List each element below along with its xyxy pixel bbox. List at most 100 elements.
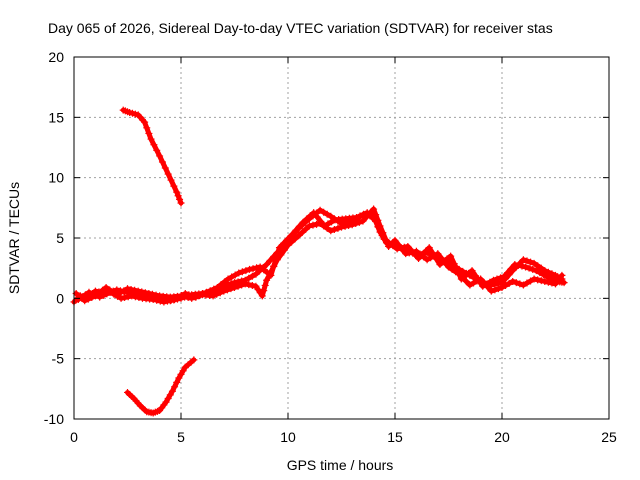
data-point-marker [310, 209, 318, 217]
series-upper-descending-track [119, 106, 185, 207]
data-point-marker [415, 255, 423, 263]
track-marker [547, 274, 555, 282]
track-marker [472, 272, 480, 280]
data-point-marker [147, 135, 155, 143]
data-point-marker [519, 256, 527, 264]
series-main-track-c [74, 209, 568, 306]
track-marker [121, 294, 129, 302]
track-marker [323, 210, 331, 218]
track-marker [242, 267, 250, 275]
track-marker [475, 277, 483, 285]
data-point-marker [145, 290, 153, 298]
track-marker [486, 278, 494, 286]
data-point-marker [164, 170, 172, 178]
track-marker [161, 164, 169, 172]
track-marker [534, 262, 542, 270]
track-marker [261, 281, 269, 289]
track-marker [174, 192, 182, 200]
data-point-marker [220, 287, 228, 295]
track-marker [280, 239, 288, 247]
track-marker [217, 281, 225, 289]
track-marker [497, 274, 505, 282]
track-marker [356, 212, 364, 220]
data-point-marker [288, 230, 296, 238]
track-marker [482, 280, 490, 288]
data-point-marker [372, 217, 380, 225]
data-point-marker [252, 270, 260, 278]
track-marker [143, 124, 151, 132]
track-marker [295, 222, 303, 230]
data-point-marker [509, 277, 517, 285]
track-marker [158, 158, 166, 166]
track-marker [245, 281, 253, 289]
x-tick-label: 25 [601, 429, 617, 445]
track-marker [210, 285, 218, 293]
track-marker [167, 296, 175, 304]
track-marker [266, 257, 274, 265]
track-marker [253, 264, 261, 272]
track-marker [110, 290, 118, 298]
data-point-marker [530, 275, 538, 283]
track-marker [518, 262, 526, 270]
data-point-marker [468, 267, 476, 275]
data-point-marker [74, 296, 82, 304]
track-marker [173, 378, 181, 386]
track-marker [228, 273, 236, 281]
track-marker [440, 258, 448, 266]
track-marker [163, 297, 171, 305]
data-point-marker [175, 374, 183, 382]
track-marker [114, 292, 122, 300]
track-marker [138, 288, 146, 296]
track-marker [462, 277, 470, 285]
x-tick-label: 15 [387, 429, 403, 445]
x-axis-label: GPS time / hours [287, 457, 394, 473]
track-marker [505, 279, 513, 287]
data-point-marker [117, 294, 125, 302]
track-marker [377, 229, 385, 237]
data-point-marker [284, 241, 292, 249]
track-marker [177, 370, 185, 378]
y-tick-label: 20 [48, 49, 64, 65]
data-point-marker [320, 222, 328, 230]
data-point-marker [231, 283, 238, 291]
data-point-marker [224, 275, 232, 283]
track-marker [306, 212, 314, 220]
track-marker [397, 244, 405, 252]
y-tick-label: 0 [56, 290, 64, 306]
data-point-marker [192, 293, 200, 301]
data-point-marker [256, 263, 264, 271]
data-point-marker [519, 281, 527, 289]
data-point-marker [258, 292, 266, 300]
track-marker [89, 290, 97, 298]
track-marker [248, 272, 256, 280]
track-marker [273, 253, 281, 261]
data-point-marker [500, 273, 508, 281]
track-marker [284, 235, 292, 243]
data-point-marker [489, 276, 497, 284]
data-point-marker [209, 292, 217, 300]
track-marker [288, 238, 296, 246]
track-marker [536, 269, 544, 277]
data-point-marker [305, 222, 313, 230]
track-marker [324, 220, 332, 228]
track-marker [99, 286, 107, 294]
track-marker [124, 293, 132, 301]
data-point-marker [160, 298, 168, 306]
data-point-marker [511, 261, 519, 269]
track-marker [450, 260, 458, 268]
data-point-marker [327, 227, 335, 235]
data-point-marker [241, 280, 249, 288]
track-marker [135, 294, 143, 302]
track-marker [150, 141, 158, 149]
track-marker [248, 281, 256, 289]
track-marker [429, 249, 437, 257]
track-marker [185, 291, 193, 299]
y-tick-label: 5 [56, 230, 64, 246]
track-marker [231, 271, 239, 279]
data-point-marker [487, 287, 495, 295]
track-marker [99, 292, 107, 300]
track-marker [317, 218, 325, 226]
data-point-marker [275, 244, 283, 252]
data-point-marker [466, 281, 474, 289]
data-point-marker [530, 259, 538, 267]
